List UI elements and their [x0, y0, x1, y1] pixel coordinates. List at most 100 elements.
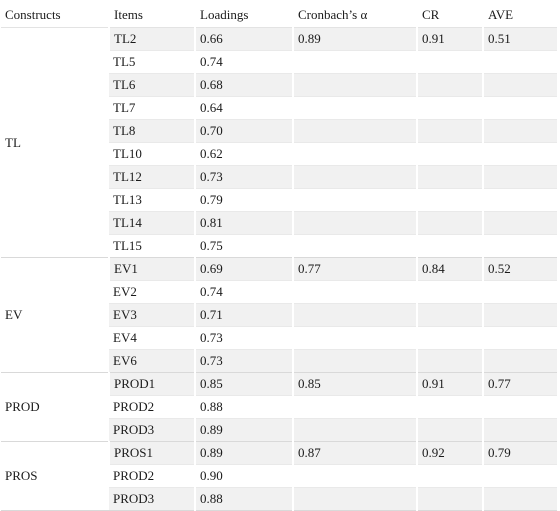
loading-cell: 0.88 — [194, 395, 293, 419]
loading-cell: 0.89 — [194, 441, 293, 465]
loading-cell: 0.70 — [194, 119, 293, 143]
table-row: EV4 0.73 — [1, 326, 557, 350]
table-row: EV3 0.71 — [1, 303, 557, 327]
item-cell: TL15 — [109, 234, 195, 258]
cronbach-alpha-cell — [292, 418, 417, 442]
loading-cell: 0.88 — [194, 487, 293, 511]
header-loadings: Loadings — [194, 3, 293, 28]
table-row: TL5 0.74 — [1, 50, 557, 74]
cronbach-alpha-cell: 0.85 — [292, 372, 417, 396]
ave-cell: 0.79 — [482, 441, 557, 465]
loading-cell: 0.75 — [194, 234, 293, 258]
ave-cell — [482, 395, 557, 419]
ave-cell — [482, 326, 557, 350]
table-body: TL TL2 0.66 0.89 0.91 0.51 TL5 0.74 TL6 0.68 TL7 0.… — [1, 27, 557, 511]
table-row: TL12 0.73 — [1, 165, 557, 189]
cronbach-alpha-cell — [292, 464, 417, 488]
table-row: EV2 0.74 — [1, 280, 557, 304]
cronbach-alpha-cell — [292, 487, 417, 511]
header-cr: CR — [416, 3, 483, 28]
cronbach-alpha-cell — [292, 349, 417, 373]
loading-cell: 0.71 — [194, 303, 293, 327]
ave-cell — [482, 487, 557, 511]
ave-cell — [482, 119, 557, 143]
cronbach-alpha-cell: 0.87 — [292, 441, 417, 465]
cr-cell — [416, 211, 483, 235]
item-cell: EV2 — [109, 280, 195, 304]
table-row: TL15 0.75 — [1, 234, 557, 258]
item-cell: TL7 — [109, 96, 195, 120]
construct-cell: EV — [1, 257, 109, 373]
loading-cell: 0.69 — [194, 257, 293, 281]
table-row: TL7 0.64 — [1, 96, 557, 120]
item-cell: TL10 — [109, 142, 195, 166]
cr-cell — [416, 73, 483, 97]
table-row: TL6 0.68 — [1, 73, 557, 97]
ave-cell — [482, 50, 557, 74]
table-row: PROS PROS1 0.89 0.87 0.92 0.79 — [1, 441, 557, 511]
ave-cell: 0.77 — [482, 372, 557, 396]
item-cell: EV1 — [108, 257, 195, 281]
ave-cell — [482, 349, 557, 373]
table-row: PROD3 0.89 — [1, 418, 557, 442]
item-cell: PROD2 — [109, 395, 195, 419]
ave-cell — [482, 211, 557, 235]
cronbach-alpha-cell — [292, 50, 417, 74]
cronbach-alpha-cell: 0.77 — [292, 257, 417, 281]
item-cell: PROS1 — [108, 441, 195, 465]
cr-cell — [416, 188, 483, 212]
cronbach-alpha-cell — [292, 96, 417, 120]
ave-cell: 0.52 — [482, 257, 557, 281]
table-row: TL14 0.81 — [1, 211, 557, 235]
table-row: PROD2 0.90 — [1, 464, 557, 488]
cr-cell — [416, 96, 483, 120]
cr-cell — [416, 234, 483, 258]
loading-cell: 0.74 — [194, 50, 293, 74]
cr-cell — [416, 418, 483, 442]
cr-cell — [416, 395, 483, 419]
cronbach-alpha-cell — [292, 303, 417, 327]
table-row: TL TL2 0.66 0.89 0.91 0.51 — [1, 27, 557, 258]
item-cell: TL8 — [109, 119, 195, 143]
table-row: PROD2 0.88 — [1, 395, 557, 419]
table-row: TL10 0.62 — [1, 142, 557, 166]
cr-cell — [416, 165, 483, 189]
item-cell: EV3 — [109, 303, 195, 327]
cronbach-alpha-cell: 0.89 — [292, 27, 417, 51]
ave-cell — [482, 73, 557, 97]
item-cell: TL5 — [109, 50, 195, 74]
cronbach-alpha-cell — [292, 234, 417, 258]
table-row: PROD PROD1 0.85 0.85 0.91 0.77 — [1, 372, 557, 442]
header-items: Items — [108, 3, 195, 28]
item-cell: TL6 — [109, 73, 195, 97]
header-constructs: Constructs — [1, 3, 109, 28]
ave-cell — [482, 234, 557, 258]
table-row: EV6 0.73 — [1, 349, 557, 373]
header-ave: AVE — [482, 3, 557, 28]
item-cell: TL14 — [109, 211, 195, 235]
item-cell: TL12 — [109, 165, 195, 189]
cronbach-alpha-cell — [292, 119, 417, 143]
loading-cell: 0.89 — [194, 418, 293, 442]
cr-cell: 0.84 — [416, 257, 483, 281]
cronbach-alpha-cell — [292, 188, 417, 212]
table-row: TL8 0.70 — [1, 119, 557, 143]
table-row: TL13 0.79 — [1, 188, 557, 212]
cr-cell: 0.92 — [416, 441, 483, 465]
item-cell: PROD3 — [109, 418, 195, 442]
cr-cell: 0.91 — [416, 27, 483, 51]
loading-cell: 0.66 — [194, 27, 293, 51]
cronbach-alpha-cell — [292, 73, 417, 97]
ave-cell — [482, 464, 557, 488]
table-row: EV EV1 0.69 0.77 0.84 0.52 — [1, 257, 557, 373]
loading-cell: 0.73 — [194, 349, 293, 373]
ave-cell — [482, 142, 557, 166]
loading-cell: 0.68 — [194, 73, 293, 97]
cr-cell — [416, 303, 483, 327]
header-cronbach-alpha: Cronbach’s α — [292, 3, 417, 28]
loading-cell: 0.79 — [194, 188, 293, 212]
construct-cell: TL — [1, 27, 109, 258]
loading-cell: 0.62 — [194, 142, 293, 166]
ave-cell — [482, 280, 557, 304]
loading-cell: 0.73 — [194, 165, 293, 189]
